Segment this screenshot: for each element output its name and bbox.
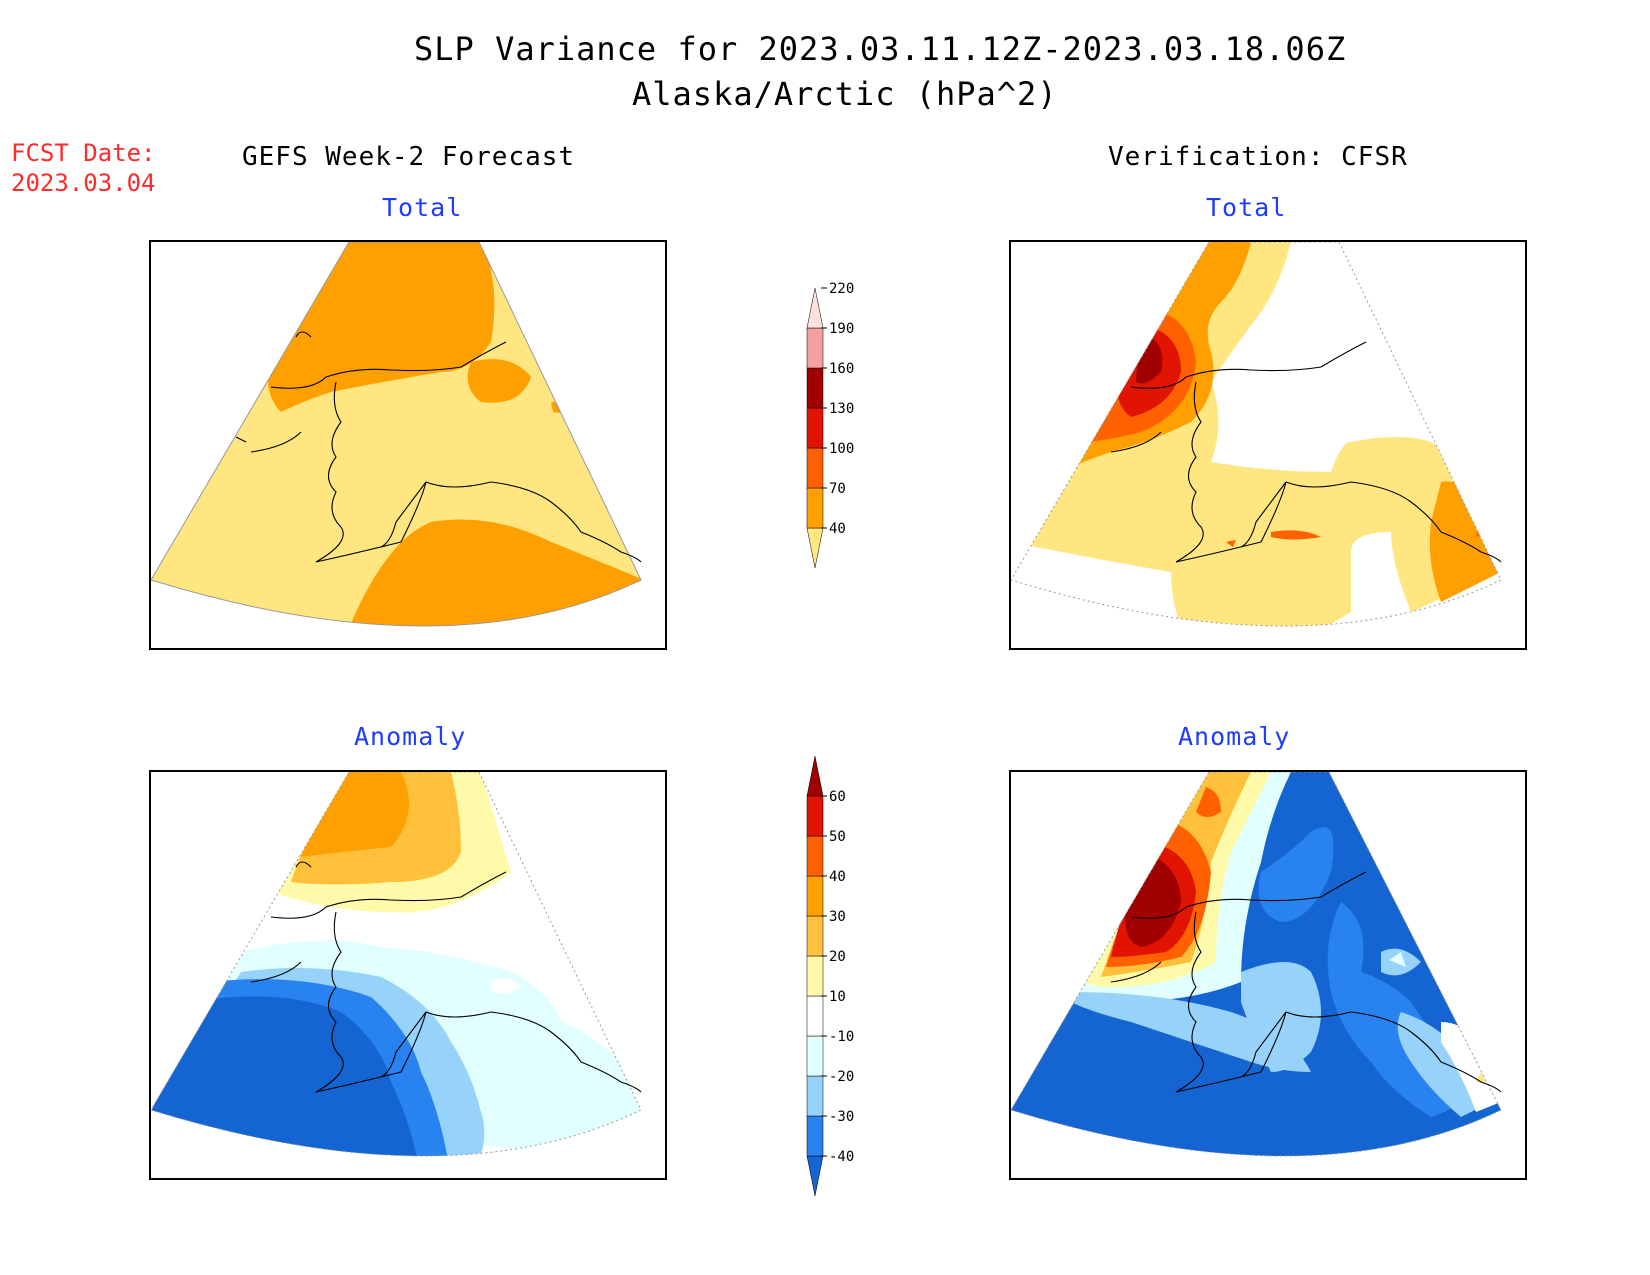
- fcst-date-label: FCST Date:: [11, 139, 156, 167]
- colorbar-segment: [806, 875, 824, 917]
- colorbar-tick-label: -10: [829, 1029, 854, 1045]
- coastline: [1110, 341, 1502, 563]
- colorbar-segment: [806, 835, 824, 877]
- colorbar-tick-label: 130: [829, 401, 854, 417]
- colorbar-tick-label: -30: [829, 1109, 854, 1125]
- colorbar-tick-label: 40: [829, 521, 846, 537]
- colorbar-tick-label: 220: [829, 281, 854, 297]
- colorbar-tick-label: 40: [829, 869, 846, 885]
- colorbar-segment: [806, 755, 824, 797]
- colorbar-tick-label: -20: [829, 1069, 854, 1085]
- total-colorbar: 40 70 100 130 160 190 220: [806, 281, 854, 569]
- colorbar-tick-label: 30: [829, 909, 846, 925]
- colorbar-segment: [806, 327, 824, 369]
- colorbar-tick-label: 190: [829, 321, 854, 337]
- forecast-column-title: GEFS Week-2 Forecast: [242, 142, 576, 172]
- verification-total-title: Total: [1206, 193, 1287, 222]
- coastline: [235, 331, 642, 563]
- colorbar-segment: [806, 367, 824, 409]
- colorbar-segment: [806, 407, 824, 449]
- colorbar-tick-label: 160: [829, 361, 854, 377]
- forecast-anomaly-title: Anomaly: [354, 722, 467, 751]
- colorbar-tick-label: 100: [829, 441, 854, 457]
- colorbar-segment: [806, 1155, 824, 1197]
- colorbar-segment: [806, 287, 824, 329]
- colorbar-segment: [806, 915, 824, 957]
- colorbar-tick-label: -40: [829, 1149, 854, 1165]
- main-title: SLP Variance for 2023.03.11.12Z-2023.03.…: [414, 30, 1347, 68]
- colorbar-segment: [806, 487, 824, 529]
- verification-anomaly-title: Anomaly: [1178, 722, 1291, 751]
- colorbar-segment: [806, 995, 824, 1037]
- colorbar-segment: [806, 1115, 824, 1157]
- colorbar-segment: [806, 795, 824, 837]
- colorbar-tick-label: 60: [829, 789, 846, 805]
- forecast-total-title: Total: [382, 193, 463, 222]
- colorbar-segment: [806, 447, 824, 489]
- colorbar-tick-label: 50: [829, 829, 846, 845]
- forecast-anomaly-map: [149, 770, 667, 1180]
- anomaly-colorbar: -40 -30 -20 -10 10 20 30 40 50 60: [806, 755, 854, 1197]
- forecast-total-map: [149, 240, 667, 650]
- colorbar-tick-label: 20: [829, 949, 846, 965]
- fcst-date-value: 2023.03.04: [11, 169, 156, 197]
- verification-column-title: Verification: CFSR: [1108, 142, 1408, 172]
- verification-total-map: [1009, 240, 1527, 650]
- colorbar-tick-label: 10: [829, 989, 846, 1005]
- main-subtitle: Alaska/Arctic (hPa^2): [632, 75, 1058, 113]
- colorbar-segment: [806, 1035, 824, 1077]
- colorbar-segment: [806, 955, 824, 997]
- coastline: [1110, 871, 1502, 1093]
- coastline: [250, 861, 642, 1093]
- colorbar-tick-label: 70: [829, 481, 846, 497]
- verification-anomaly-map: [1009, 770, 1527, 1180]
- colorbar-segment: [806, 527, 824, 569]
- colorbar-segment: [806, 1075, 824, 1117]
